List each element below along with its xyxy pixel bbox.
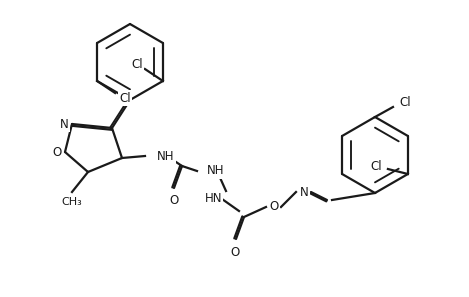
Text: O: O [269,200,279,214]
Text: O: O [169,195,179,208]
Text: N: N [60,118,68,130]
Text: Cl: Cl [370,159,382,173]
Text: NH: NH [157,149,174,162]
Text: N: N [300,186,309,198]
Text: HN: HN [204,192,222,206]
Text: NH: NH [207,165,225,178]
Text: O: O [53,146,61,159]
Text: Cl: Cl [399,96,411,108]
Text: O: O [230,246,240,258]
Text: Cl: Cl [131,58,143,70]
Text: Cl: Cl [119,91,131,105]
Text: CH₃: CH₃ [61,197,83,207]
